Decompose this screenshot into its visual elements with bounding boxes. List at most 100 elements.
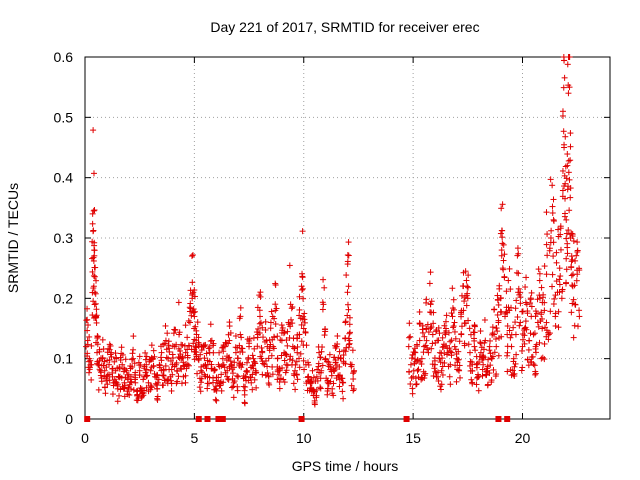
data-point (205, 380, 212, 387)
data-point (172, 326, 179, 333)
data-point (253, 384, 260, 391)
data-point (442, 342, 449, 349)
data-point (436, 330, 443, 337)
data-point (412, 349, 419, 356)
data-point (407, 361, 414, 368)
data-point (90, 298, 97, 305)
data-point (513, 351, 520, 358)
data-point (91, 207, 98, 214)
data-point (439, 355, 446, 362)
data-point (317, 385, 324, 392)
data-point (299, 286, 306, 293)
data-point (128, 356, 135, 363)
data-point (158, 357, 165, 364)
data-point (340, 352, 347, 359)
data-point (300, 325, 307, 332)
data-point (242, 383, 249, 390)
data-point (494, 328, 501, 335)
data-point (492, 373, 499, 380)
data-point (339, 388, 346, 395)
data-point (416, 308, 423, 315)
data-point (462, 268, 469, 275)
y-tick-label: 0 (65, 411, 73, 427)
data-point (562, 133, 569, 140)
data-point (500, 257, 507, 264)
data-point (319, 306, 326, 313)
data-point (155, 376, 162, 383)
data-point (283, 351, 290, 358)
data-point (450, 306, 457, 313)
data-point (298, 338, 305, 345)
data-point (114, 381, 121, 388)
data-point (439, 371, 446, 378)
data-point (212, 366, 219, 373)
data-point (416, 337, 423, 344)
data-point (556, 265, 563, 272)
data-point (541, 307, 548, 314)
data-point (435, 324, 442, 331)
data-point (443, 312, 450, 319)
data-point (108, 353, 115, 360)
data-point (96, 366, 103, 373)
data-point (211, 366, 218, 373)
data-point (407, 380, 414, 387)
data-point (564, 151, 571, 158)
data-point (555, 226, 562, 233)
data-point (158, 349, 165, 356)
data-point (248, 379, 255, 386)
data-point (481, 316, 488, 323)
data-point (467, 349, 473, 356)
data-point (506, 265, 513, 272)
data-point (203, 350, 210, 357)
data-point (178, 366, 185, 373)
data-point (429, 340, 436, 347)
data-point (118, 374, 125, 381)
data-point (289, 357, 296, 364)
data-point (130, 333, 137, 340)
data-point (296, 306, 303, 313)
data-point (559, 288, 566, 295)
data-point (450, 323, 457, 330)
data-point (571, 282, 578, 289)
data-point (256, 320, 263, 327)
data-point (258, 344, 265, 351)
data-point (344, 289, 351, 296)
data-point (318, 348, 325, 355)
data-point (161, 340, 168, 347)
data-point (131, 360, 138, 367)
data-point (286, 356, 293, 363)
data-point (550, 301, 557, 308)
data-point (283, 361, 290, 368)
data-point (489, 324, 496, 331)
data-point (147, 367, 154, 374)
data-point (329, 385, 336, 392)
data-point (249, 371, 256, 378)
data-point (255, 325, 262, 332)
data-point (406, 320, 413, 327)
data-point (165, 342, 172, 349)
data-point (119, 351, 126, 358)
data-point (298, 321, 305, 328)
data-point (293, 358, 300, 365)
data-point (301, 310, 308, 317)
data-point (321, 332, 328, 339)
data-point (194, 370, 201, 377)
data-point (226, 354, 233, 361)
data-point (501, 273, 508, 280)
data-point (91, 247, 98, 254)
data-point (189, 251, 196, 258)
data-point (86, 333, 93, 340)
data-point (563, 235, 570, 242)
data-point (311, 401, 318, 408)
data-point (458, 330, 465, 337)
data-point (425, 329, 432, 336)
data-point (471, 329, 478, 336)
data-point (427, 301, 434, 308)
zero-marker (195, 416, 202, 422)
data-point (130, 346, 137, 353)
data-point (569, 256, 576, 263)
data-point (317, 375, 324, 382)
data-point (558, 295, 565, 302)
data-point (264, 363, 271, 370)
data-point (166, 345, 173, 352)
